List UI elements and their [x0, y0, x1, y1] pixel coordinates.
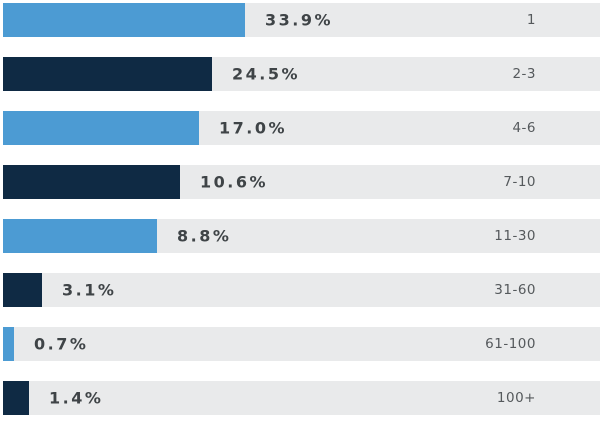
value-label: 24.5% [232, 64, 301, 84]
bar [3, 273, 42, 307]
category-label: 61-100 [485, 336, 536, 352]
bar [3, 327, 14, 361]
bar [3, 219, 157, 253]
value-label: 17.0% [219, 118, 288, 138]
value-label: 8.8% [177, 226, 232, 246]
chart-row: 0.7% 61-100 [3, 327, 600, 361]
chart-row: 8.8% 11-30 [3, 219, 600, 253]
category-label: 1 [526, 12, 536, 28]
chart-row: 1.4% 100+ [3, 381, 600, 415]
category-label: 4-6 [512, 120, 536, 136]
chart-row: 3.1% 31-60 [3, 273, 600, 307]
category-label: 11-30 [494, 228, 536, 244]
bar-track [3, 273, 600, 307]
bar-track [3, 327, 600, 361]
chart-row: 17.0% 4-6 [3, 111, 600, 145]
bar-chart: 33.9% 1 24.5% 2-3 17.0% 4-6 10.6% 7-10 8… [3, 3, 600, 415]
value-label: 0.7% [34, 334, 89, 354]
value-label: 1.4% [49, 388, 104, 408]
bar [3, 111, 199, 145]
bar [3, 381, 29, 415]
category-label: 31-60 [494, 282, 536, 298]
bar [3, 165, 180, 199]
chart-row: 10.6% 7-10 [3, 165, 600, 199]
bar [3, 57, 212, 91]
category-label: 100+ [496, 390, 536, 406]
value-label: 10.6% [200, 172, 269, 192]
bar-track [3, 381, 600, 415]
chart-row: 33.9% 1 [3, 3, 600, 37]
value-label: 33.9% [265, 10, 334, 30]
bar [3, 3, 245, 37]
value-label: 3.1% [62, 280, 117, 300]
chart-row: 24.5% 2-3 [3, 57, 600, 91]
category-label: 2-3 [512, 66, 536, 82]
category-label: 7-10 [503, 174, 536, 190]
